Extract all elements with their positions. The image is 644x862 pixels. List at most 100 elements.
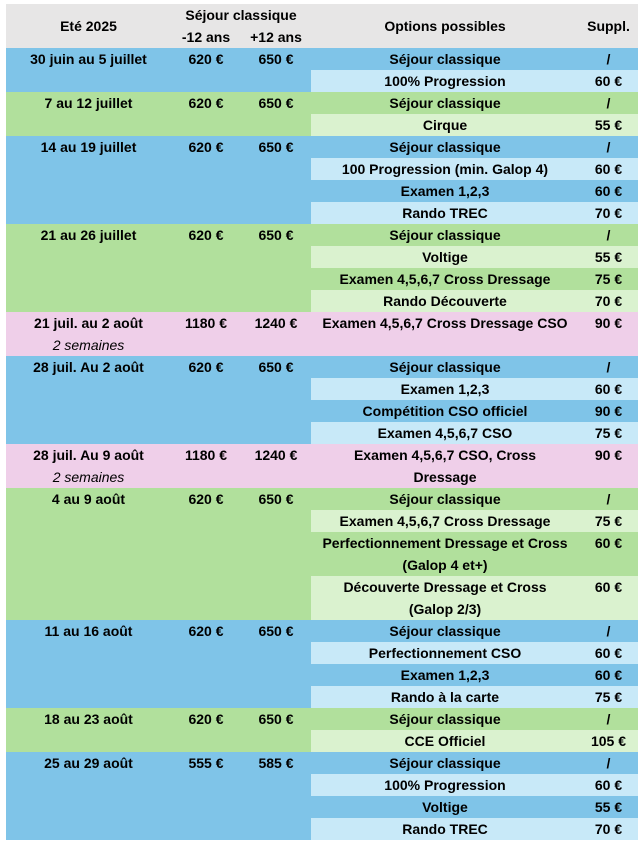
option-label: Examen 4,5,6,7 Cross Dressage [311, 510, 579, 532]
option-label: Examen 4,5,6,7 CSO, Cross Dressage [311, 444, 579, 488]
table-row: Rando Découverte 70 € [6, 290, 638, 312]
table-row: 100 Progression (min. Galop 4) 60 € [6, 158, 638, 180]
header-row: Eté 2025 Séjour classique Options possib… [6, 4, 638, 48]
option-label: Examen 1,2,3 [311, 180, 579, 202]
period-cell: 14 au 19 juillet [6, 136, 171, 224]
table-row: 11 au 16 août 620 €650 € Séjour classique / [6, 620, 638, 708]
period-dates: 7 au 12 juillet [44, 95, 133, 111]
table-body: 30 juin au 5 juillet 620 €650 € Séjour cla… [6, 48, 638, 840]
period-dates: 11 au 16 août [44, 623, 133, 639]
option-suppl: 55 € [579, 796, 638, 818]
period-cell: 21 au 26 juillet [6, 224, 171, 312]
price-over12: 650 € [241, 620, 311, 708]
price-over12: 650 € [241, 48, 311, 92]
period-dates: 30 juin au 5 juillet [30, 51, 147, 67]
period-cell: 18 au 23 août [6, 708, 171, 752]
table-row: 21 au 26 juillet 620 €650 € Séjour classiq… [6, 224, 638, 312]
option-label: Voltige [311, 246, 579, 268]
period-dates: 28 juil. Au 2 août [33, 359, 144, 375]
table-row: CCE Officiel 105 € [6, 730, 638, 752]
period-dates: 25 au 29 août [44, 755, 133, 771]
option-suppl: 60 € [579, 576, 638, 620]
option-suppl: 60 € [579, 158, 638, 180]
price-over12: 1240 € [241, 444, 311, 488]
table-row: 28 juil. Au 9 août 2 semaines 1180 €1240 €… [6, 444, 638, 488]
period-cell: 28 juil. Au 2 août [6, 356, 171, 444]
option-label: Séjour classique [311, 92, 579, 114]
period-cell: 7 au 12 juillet [6, 92, 171, 136]
table-row: 25 au 29 août 555 €585 € Séjour classique / [6, 752, 638, 840]
table-row: Voltige 55 € [6, 796, 638, 818]
price-under12: 620 € [171, 620, 241, 708]
table-row: 18 au 23 août 620 €650 € Séjour classique / [6, 708, 638, 752]
option-label: Séjour classique [311, 620, 579, 642]
price-over12: 650 € [241, 488, 311, 620]
table-row: Perfectionnement Dressage et Cross (Galo… [6, 532, 638, 576]
pricing-table: Eté 2025 Séjour classique Options possib… [6, 4, 638, 840]
option-suppl: / [579, 488, 638, 510]
option-suppl: / [579, 48, 638, 70]
option-suppl: 90 € [579, 312, 638, 356]
option-label: Examen 1,2,3 [311, 378, 579, 400]
price-under12: 620 € [171, 356, 241, 444]
period-cell: 25 au 29 août [6, 752, 171, 840]
period-dates: 21 juil. au 2 août [34, 315, 143, 331]
option-suppl: / [579, 224, 638, 246]
option-label: Perfectionnement Dressage et Cross (Galo… [311, 532, 579, 576]
option-suppl: 60 € [579, 664, 638, 686]
option-suppl: 75 € [579, 268, 638, 290]
option-suppl: / [579, 708, 638, 730]
price-over12: 650 € [241, 224, 311, 312]
option-suppl: 75 € [579, 422, 638, 444]
option-suppl: 60 € [579, 378, 638, 400]
period-subtitle: 2 semaines [52, 469, 125, 485]
period-dates: 18 au 23 août [44, 711, 133, 727]
option-label: 100% Progression [311, 70, 579, 92]
header-under12: -12 ans [171, 26, 241, 48]
table-row: 28 juil. Au 2 août 620 €650 € Séjour class… [6, 356, 638, 444]
option-suppl: / [579, 92, 638, 114]
period-cell: 30 juin au 5 juillet [6, 48, 171, 92]
option-suppl: / [579, 356, 638, 378]
option-label: Examen 1,2,3 [311, 664, 579, 686]
option-suppl: 60 € [579, 532, 638, 576]
option-label: Rando Découverte [311, 290, 579, 312]
table-row: Examen 1,2,3 60 € [6, 664, 638, 686]
option-label: Séjour classique [311, 488, 579, 510]
period-dates: 28 juil. Au 9 août [33, 447, 144, 463]
option-suppl: 90 € [579, 400, 638, 422]
option-suppl: 105 € [579, 730, 638, 752]
table-row: 7 au 12 juillet 620 €650 € Séjour classiqu… [6, 92, 638, 136]
option-suppl: 90 € [579, 444, 638, 488]
option-label: Séjour classique [311, 708, 579, 730]
period-dates: 21 au 26 juillet [40, 227, 137, 243]
option-suppl: 60 € [579, 642, 638, 664]
price-under12: 620 € [171, 136, 241, 224]
table-row: Examen 4,5,6,7 Cross Dressage 75 € [6, 510, 638, 532]
price-under12: 620 € [171, 488, 241, 620]
table-row: Examen 4,5,6,7 CSO 75 € [6, 422, 638, 444]
option-suppl: / [579, 136, 638, 158]
table-row: 100% Progression 60 € [6, 774, 638, 796]
table-row: 21 juil. au 2 août 2 semaines 1180 €1240 €… [6, 312, 638, 356]
price-under12: 620 € [171, 48, 241, 92]
price-under12: 1180 € [171, 444, 241, 488]
table-row: 100% Progression 60 € [6, 70, 638, 92]
header-period: Eté 2025 [6, 4, 171, 48]
table-row: 4 au 9 août 620 €650 € Séjour classique / [6, 488, 638, 620]
option-suppl: 60 € [579, 180, 638, 202]
option-label: Rando TREC [311, 202, 579, 224]
option-label: Séjour classique [311, 752, 579, 774]
table-row: Compétition CSO officiel 90 € [6, 400, 638, 422]
price-under12: 620 € [171, 224, 241, 312]
header-over12: +12 ans [241, 26, 311, 48]
option-label: Examen 4,5,6,7 CSO [311, 422, 579, 444]
price-over12: 1240 € [241, 312, 311, 356]
table-row: Perfectionnement CSO 60 € [6, 642, 638, 664]
price-under12: 555 € [171, 752, 241, 840]
period-dates: 4 au 9 août [51, 491, 126, 507]
period-cell: 28 juil. Au 9 août 2 semaines [6, 444, 171, 488]
period-dates: 14 au 19 juillet [40, 139, 137, 155]
option-label: Examen 4,5,6,7 Cross Dressage [311, 268, 579, 290]
option-label: Découverte Dressage et Cross (Galop 2/3) [311, 576, 579, 620]
